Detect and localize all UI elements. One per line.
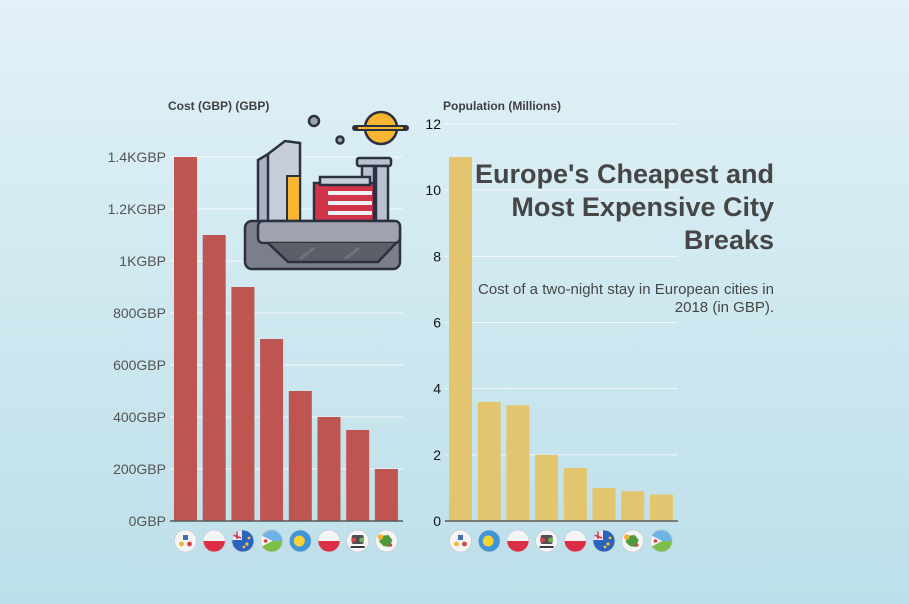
population-chart-y-tick-label: 0 — [433, 513, 441, 529]
white-crest-flag-icon — [449, 529, 472, 553]
cost-chart-bar — [288, 391, 312, 521]
red-white-flag-icon — [563, 529, 587, 553]
page-title: Europe's Cheapest and Most Expensive Cit… — [475, 159, 774, 255]
population-chart-gridlines — [445, 123, 678, 456]
cost-chart-y-tick-label: 400GBP — [113, 409, 166, 425]
cost-chart-bars — [174, 157, 398, 521]
cost-chart-bar — [260, 339, 284, 521]
coat-of-arms-flag-icon — [535, 529, 558, 553]
population-chart-bar — [535, 454, 559, 521]
population-chart-bar — [506, 405, 530, 521]
cost-chart-bar — [317, 417, 341, 521]
cost-chart-y-tick-label: 1.2KGBP — [108, 201, 166, 217]
factory-city-icon — [243, 110, 409, 271]
blue-yellow-dot-flag-icon — [288, 529, 312, 553]
population-chart-y-tick-label: 8 — [433, 248, 441, 264]
population-chart-y-tick-label: 12 — [425, 116, 441, 132]
population-chart-y-tick-label: 2 — [433, 447, 441, 463]
blue-yellow-dot-flag-icon — [477, 529, 501, 553]
population-chart-y-tick-label: 4 — [433, 381, 441, 397]
cost-chart-bar — [174, 157, 197, 521]
population-chart-bar — [563, 468, 587, 521]
blue-ensign-flag-icon — [592, 529, 616, 553]
population-chart-bar — [649, 494, 673, 521]
cost-chart-bar — [346, 430, 370, 521]
population-chart-bar — [592, 487, 616, 521]
green-map-flag-icon — [621, 529, 645, 553]
population-chart-flag-row — [449, 529, 673, 553]
green-map-flag-icon — [374, 529, 398, 553]
green-blue-star-flag-icon — [650, 529, 673, 553]
red-white-flag-icon — [317, 529, 341, 553]
red-white-flag-icon — [506, 529, 530, 553]
white-crest-flag-icon — [174, 529, 197, 553]
cost-chart-y-tick-label: 200GBP — [113, 461, 166, 477]
population-chart-bar — [477, 401, 501, 521]
population-chart-y-tick-label: 10 — [425, 182, 441, 198]
blue-ensign-flag-icon — [231, 529, 255, 553]
red-white-flag-icon — [202, 529, 226, 553]
cost-chart-y-ticks: 0GBP 200GBP 400GBP 600GBP 800GBP 1KGBP 1.2KGBP… — [108, 149, 166, 529]
population-chart-bar — [449, 157, 472, 522]
population-chart-bars — [449, 157, 673, 522]
page-subtitle: Cost of a two-night stay in European cit… — [478, 281, 774, 316]
cost-chart-bar — [202, 235, 226, 521]
cost-chart-y-tick-label: 600GBP — [113, 357, 166, 373]
cost-chart-y-tick-label: 1.4KGBP — [108, 149, 166, 165]
cost-chart-y-tick-label: 800GBP — [113, 305, 166, 321]
population-chart-y-ticks: 0 2 4 6 8 10 12 — [425, 116, 441, 529]
cost-chart-axis-title: Cost (GBP) (GBP) — [168, 99, 269, 113]
population-chart-bar — [621, 491, 645, 521]
cost-chart-bar — [374, 469, 398, 521]
population-chart-y-tick-label: 6 — [433, 315, 441, 331]
green-blue-star-flag-icon — [260, 529, 284, 553]
population-chart-axis-title: Population (Millions) — [443, 99, 561, 113]
cost-chart-y-tick-label: 1KGBP — [119, 253, 166, 269]
cost-chart-y-tick-label: 0GBP — [129, 513, 166, 529]
cost-chart-bar — [231, 287, 255, 521]
cost-chart-flag-row — [174, 529, 398, 553]
coat-of-arms-flag-icon — [346, 529, 370, 553]
